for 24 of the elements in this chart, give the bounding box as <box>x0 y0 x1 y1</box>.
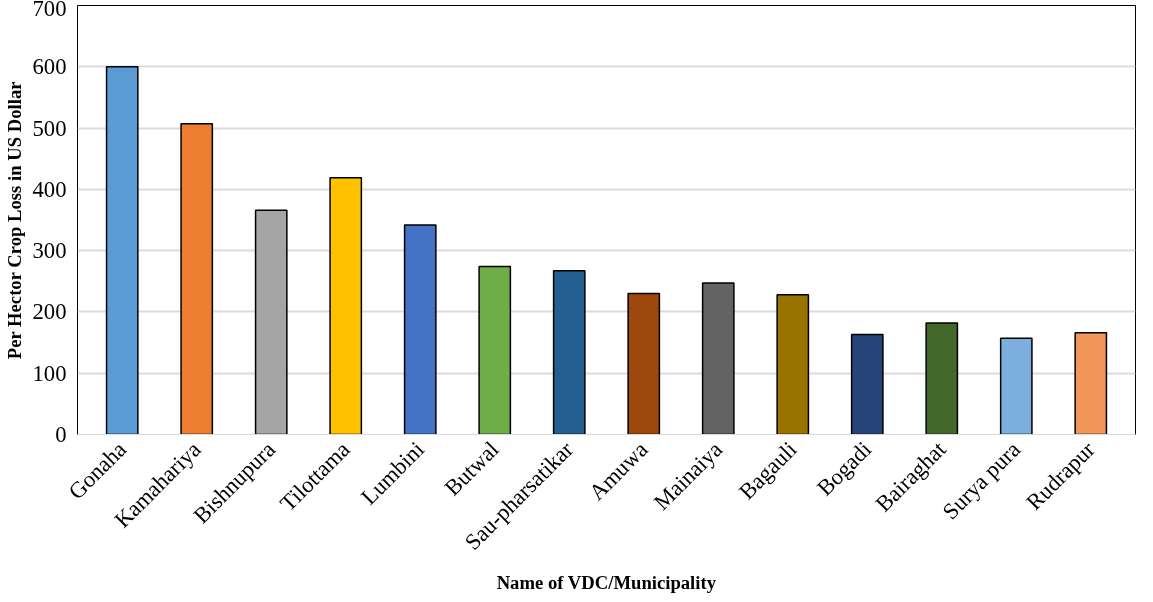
bar <box>180 123 214 435</box>
bar <box>478 265 512 435</box>
bar <box>850 333 884 435</box>
y-tick-label: 200 <box>32 299 67 325</box>
y-tick-label: 300 <box>32 238 67 264</box>
bar <box>627 292 661 435</box>
bar <box>701 282 735 435</box>
y-tick-label: 100 <box>32 360 67 386</box>
y-tick-label: 400 <box>32 176 67 202</box>
bar <box>329 176 363 435</box>
y-tick-label: 700 <box>32 0 67 21</box>
y-tick-label: 0 <box>55 422 67 447</box>
bar <box>1074 332 1108 435</box>
y-tick-label: 600 <box>32 54 67 80</box>
bar <box>552 270 586 435</box>
y-tick-label: 500 <box>32 115 67 141</box>
bar <box>925 322 959 435</box>
bar <box>776 294 810 435</box>
y-axis-title: Per Hector Crop Loss in US Dollar <box>3 81 25 360</box>
bar <box>999 337 1033 435</box>
bar <box>105 66 139 435</box>
x-axis-title: Name of VDC/Municipality <box>496 571 717 593</box>
bar <box>254 209 288 435</box>
bar <box>403 224 437 435</box>
